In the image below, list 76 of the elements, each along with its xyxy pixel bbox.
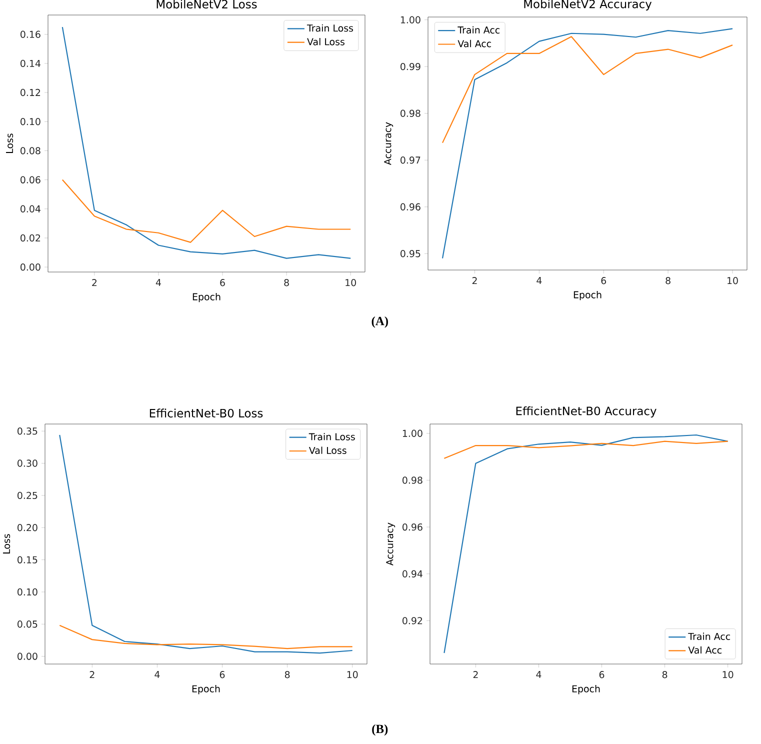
y-tick-label: 0.04	[20, 205, 40, 212]
x-tick-label: 6	[599, 671, 604, 678]
x-tick-label: 4	[154, 671, 160, 678]
y-tick-label: 0.96	[400, 203, 420, 210]
x-tick-label: 4	[156, 279, 161, 286]
line-series	[59, 624, 353, 650]
y-tick-label: 0.94	[402, 570, 422, 578]
legend-label: Val Loss	[307, 38, 344, 46]
x-tick-label: 8	[284, 279, 289, 286]
y-tick-label: 0.08	[20, 147, 40, 154]
x-axis-title: Epoch	[192, 685, 220, 694]
y-axis-title: Accuracy	[386, 522, 396, 566]
x-tick-label: 8	[284, 671, 290, 678]
y-tick-label: 0.05	[18, 620, 38, 628]
y-tick-label: 0.16	[20, 30, 40, 38]
x-tick-label: 10	[347, 671, 358, 678]
line-series	[444, 434, 728, 654]
x-tick-label: 8	[662, 671, 668, 678]
y-axis-title: Loss	[6, 134, 14, 153]
line-series	[62, 179, 352, 243]
x-tick-label: 10	[722, 671, 734, 678]
y-tick-label: 0.99	[400, 62, 420, 70]
x-tick-label: 4	[536, 671, 542, 678]
y-axis-title: Accuracy	[384, 122, 394, 166]
y-tick-label: 1.00	[400, 16, 420, 24]
y-axis-title: Loss	[3, 534, 10, 554]
x-tick-label: 2	[92, 279, 96, 286]
y-tick-label: 0.14	[20, 60, 40, 68]
chart-title: EfficientNet-B0 Accuracy	[516, 406, 656, 418]
x-tick-label: 10	[728, 277, 738, 284]
y-tick-label: 0.30	[18, 460, 38, 467]
legend-label: Val Acc	[458, 40, 491, 48]
y-tick-label: 0.02	[20, 234, 40, 242]
x-tick-label: 2	[473, 671, 478, 678]
x-tick-label: 2	[472, 277, 477, 284]
x-tick-label: 6	[220, 671, 225, 678]
text: (A)	[372, 316, 388, 328]
x-tick-label: 8	[666, 277, 670, 284]
legend-label: Val Loss	[308, 446, 346, 454]
x-tick-label: 6	[601, 277, 606, 284]
y-tick-label: 0.25	[18, 492, 38, 500]
y-tick-label: 0.98	[400, 110, 420, 117]
x-tick-label: 2	[90, 671, 94, 678]
y-tick-label: 0.00	[18, 652, 38, 660]
line-series	[444, 440, 728, 459]
y-tick-label: 0.12	[20, 88, 40, 96]
y-tick-label: 0.35	[18, 428, 38, 435]
y-tick-label: 1.00	[402, 430, 422, 437]
y-tick-label: 0.95	[400, 250, 420, 258]
y-tick-label: 0.96	[402, 523, 422, 531]
y-tick-label: 0.20	[18, 524, 38, 532]
y-tick-label: 0.98	[402, 476, 422, 484]
y-tick-label: 0.00	[20, 263, 40, 271]
legend-label: Train Loss	[306, 24, 354, 32]
y-tick-label: 0.15	[18, 556, 38, 564]
text: (B)	[372, 724, 388, 736]
line-series	[59, 434, 353, 654]
legend-label: Train Acc	[458, 26, 500, 34]
legend-label: Val Acc	[688, 646, 722, 654]
x-axis-title: Epoch	[572, 685, 600, 694]
y-tick-label: 0.97	[400, 156, 420, 164]
line-series	[442, 28, 734, 259]
x-axis-title: Epoch	[574, 291, 602, 300]
legend-label: Train Loss	[308, 432, 355, 440]
line-series	[442, 36, 734, 144]
x-tick-label: 4	[536, 277, 542, 284]
y-tick-label: 0.10	[18, 588, 38, 596]
x-tick-label: 10	[346, 279, 356, 286]
legend-label: Train Acc	[688, 632, 730, 640]
y-tick-label: 0.92	[402, 617, 422, 624]
y-tick-label: 0.10	[20, 118, 40, 126]
chart-title: EfficientNet-B0 Loss	[150, 408, 263, 418]
x-tick-label: 6	[220, 279, 225, 286]
y-tick-label: 0.06	[20, 176, 40, 184]
x-axis-title: Epoch	[192, 293, 220, 302]
chart-title: MobileNetV2 Loss	[156, 0, 257, 8]
